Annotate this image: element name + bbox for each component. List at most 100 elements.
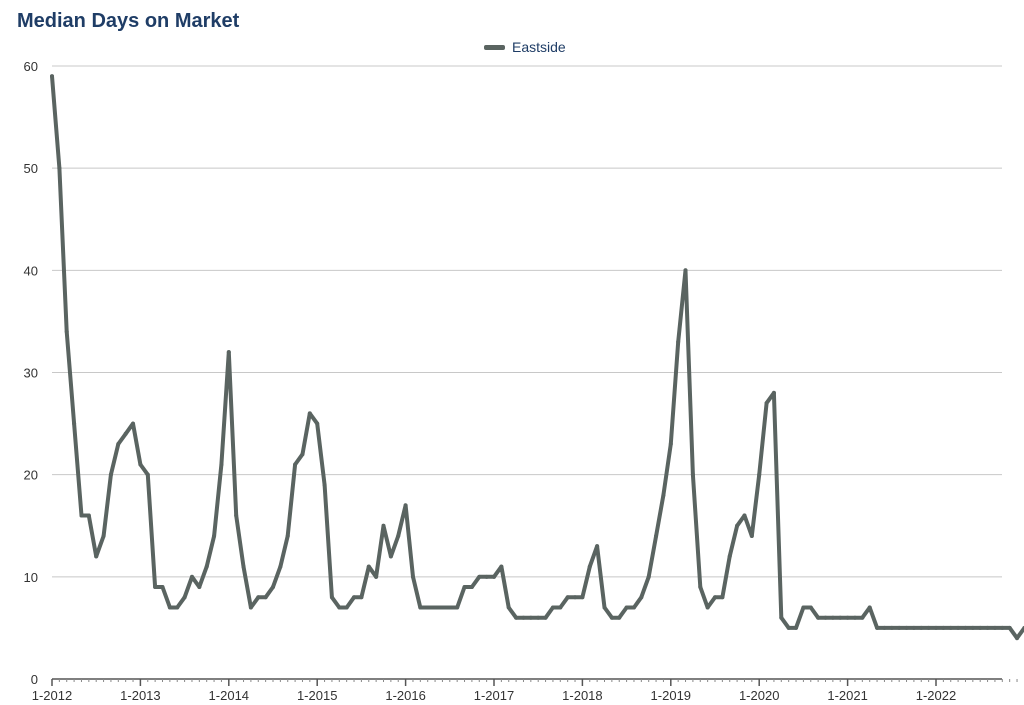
data-point [852, 615, 857, 620]
y-tick-label: 50 [24, 161, 38, 176]
data-point [573, 595, 578, 600]
data-point [801, 605, 806, 610]
data-point [867, 605, 872, 610]
data-point [241, 564, 246, 569]
data-point [654, 533, 659, 538]
x-tick-label: 1-2022 [916, 688, 956, 703]
data-point [808, 605, 813, 610]
data-point [182, 595, 187, 600]
data-point [985, 625, 990, 630]
data-point [410, 574, 415, 579]
data-point [690, 472, 695, 477]
y-tick-label: 60 [24, 59, 38, 74]
data-point [904, 625, 909, 630]
data-point [1000, 625, 1005, 630]
data-point [455, 605, 460, 610]
data-point [587, 564, 592, 569]
data-point [248, 605, 253, 610]
data-point [771, 390, 776, 395]
data-point [705, 605, 710, 610]
data-point [359, 595, 364, 600]
data-point [271, 585, 275, 590]
data-point [786, 625, 791, 630]
y-tick-label: 40 [24, 263, 38, 278]
data-point [528, 615, 533, 620]
data-point [212, 533, 217, 538]
data-point [484, 574, 489, 579]
series-line-eastside [50, 74, 1024, 641]
data-point [138, 462, 143, 467]
data-point [897, 625, 902, 630]
data-point [926, 625, 931, 630]
data-point [956, 625, 961, 630]
data-point [514, 615, 519, 620]
data-point [992, 625, 997, 630]
data-point [101, 533, 106, 538]
data-point [565, 595, 570, 600]
data-point [683, 268, 688, 273]
data-point [794, 625, 799, 630]
x-tick-label: 1-2017 [474, 688, 514, 703]
data-point [742, 513, 747, 518]
data-point [536, 615, 541, 620]
legend-swatch [484, 44, 505, 50]
data-point [94, 554, 99, 559]
data-point [469, 585, 474, 590]
x-tick-label: 1-2013 [120, 688, 160, 703]
data-point [447, 605, 452, 610]
data-point [764, 401, 769, 406]
data-point [108, 472, 113, 477]
y-tick-label: 30 [24, 366, 38, 381]
data-point [293, 462, 298, 467]
data-point [668, 442, 673, 447]
data-point [816, 615, 821, 620]
x-tick-label: 1-2019 [651, 688, 691, 703]
data-point [602, 605, 607, 610]
data-point [315, 421, 320, 426]
data-point [153, 585, 158, 590]
data-point [875, 625, 880, 630]
data-point [300, 452, 305, 457]
data-point [344, 605, 349, 610]
data-point [418, 605, 423, 610]
data-point [425, 605, 430, 610]
data-point [978, 625, 983, 630]
data-point [727, 554, 732, 559]
data-point [779, 615, 784, 620]
data-point [963, 625, 968, 630]
data-point [72, 421, 77, 426]
data-point [50, 74, 54, 79]
data-point [204, 564, 209, 569]
data-point [595, 544, 600, 549]
data-point [278, 564, 283, 569]
data-point [838, 615, 843, 620]
data-point [919, 625, 924, 630]
data-point [131, 421, 136, 426]
data-point [366, 564, 371, 569]
data-point [521, 615, 526, 620]
data-point [830, 615, 835, 620]
data-point [970, 625, 975, 630]
data-point [477, 574, 482, 579]
data-point [234, 513, 239, 518]
y-axis: 0 10 20 30 40 50 60 [24, 59, 38, 687]
data-point [322, 482, 327, 487]
x-tick-label: 1-2020 [739, 688, 779, 703]
data-point [713, 595, 717, 600]
data-point [934, 625, 938, 630]
data-point [86, 513, 91, 518]
data-point [617, 615, 622, 620]
data-point [558, 605, 563, 610]
data-point [948, 625, 953, 630]
data-point [433, 605, 438, 610]
data-point [79, 513, 84, 518]
data-point [352, 595, 357, 600]
data-point [631, 605, 636, 610]
data-point [1015, 636, 1020, 641]
data-point [639, 595, 644, 600]
data-point [403, 503, 408, 508]
data-point [580, 595, 585, 600]
data-point [499, 564, 504, 569]
data-point [285, 533, 290, 538]
